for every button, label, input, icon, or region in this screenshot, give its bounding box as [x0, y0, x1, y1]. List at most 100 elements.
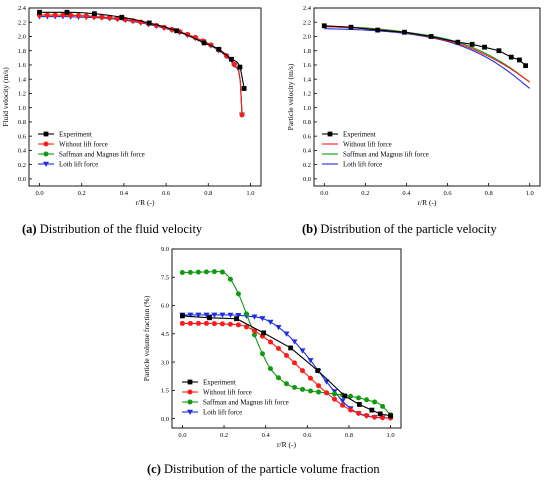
- data-point: [380, 415, 386, 421]
- data-point: [308, 388, 314, 394]
- data-point: [348, 407, 354, 413]
- data-point: [68, 12, 74, 18]
- data-point: [300, 368, 306, 374]
- x-tick-label: 0.8: [485, 190, 493, 197]
- data-point: [380, 403, 386, 409]
- caption-c-label: (c): [147, 462, 161, 476]
- data-point: [231, 62, 237, 68]
- y-tick-label: 0.2: [303, 162, 311, 169]
- x-tick-label: 0.6: [162, 190, 171, 197]
- x-tick-label: 1.0: [246, 190, 254, 197]
- data-point: [372, 399, 378, 405]
- data-point: [307, 358, 314, 364]
- data-point: [195, 312, 202, 318]
- legend-marker: [43, 141, 49, 147]
- data-point: [251, 314, 258, 320]
- data-point: [83, 13, 89, 19]
- data-point: [203, 269, 209, 275]
- y-axis-label: Particle velocity (m/s): [286, 63, 295, 130]
- data-point: [469, 41, 475, 47]
- data-point: [203, 312, 210, 318]
- x-tick-label: 0.0: [178, 432, 186, 439]
- data-point: [251, 332, 257, 338]
- data-point: [219, 312, 226, 318]
- x-axis-label: r/R (-): [136, 198, 155, 207]
- data-point: [291, 339, 298, 345]
- y-tick-label: 2.4: [303, 5, 312, 12]
- data-point: [219, 321, 225, 327]
- y-tick-label: 0.4: [303, 148, 312, 155]
- x-tick-label: 1.0: [387, 432, 395, 439]
- data-point: [308, 375, 314, 381]
- data-point: [292, 360, 298, 366]
- y-tick-label: 1.6: [18, 62, 27, 69]
- data-point: [187, 312, 194, 318]
- y-tick-label: 1.2: [18, 91, 26, 98]
- y-tick-label: 1.0: [18, 105, 26, 112]
- data-point: [243, 324, 249, 330]
- data-point: [496, 48, 502, 54]
- data-point: [332, 396, 338, 402]
- data-point: [283, 331, 290, 337]
- data-point: [227, 321, 233, 327]
- data-point: [324, 390, 330, 396]
- data-point: [219, 269, 225, 275]
- data-point: [402, 29, 407, 35]
- y-tick-label: 0.8: [18, 119, 26, 126]
- data-point: [146, 20, 152, 26]
- series-loth-lift-force: [36, 14, 246, 118]
- y-axis-label: Fluid velocity (m/s): [1, 67, 10, 127]
- caption-b-label: (b): [302, 222, 318, 236]
- data-point: [267, 319, 274, 325]
- data-point: [91, 11, 97, 17]
- y-tick-label: 1.4: [303, 76, 312, 83]
- y-tick-label: 0.6: [303, 133, 312, 140]
- data-point: [235, 322, 241, 328]
- data-point: [369, 407, 375, 413]
- data-point: [284, 352, 289, 358]
- series-line-saffman-and-magnus-lift-force: [324, 25, 531, 83]
- data-point: [348, 393, 354, 399]
- series-experiment: [37, 9, 247, 91]
- caption-b-text: Distribution of the particle velocity: [317, 222, 497, 236]
- y-tick-label: 0.0: [18, 176, 26, 183]
- legend-marker: [187, 389, 193, 395]
- data-point: [364, 413, 370, 419]
- data-point: [321, 23, 327, 29]
- data-point: [241, 86, 247, 91]
- data-point: [180, 313, 185, 319]
- data-point: [482, 44, 487, 50]
- data-point: [348, 24, 354, 30]
- data-point: [299, 348, 306, 354]
- data-point: [261, 330, 266, 336]
- data-point: [316, 389, 322, 395]
- legend-marker: [43, 161, 49, 167]
- x-tick-label: 0.8: [204, 190, 212, 197]
- data-point: [75, 13, 81, 19]
- data-point: [292, 384, 298, 390]
- x-tick-label: 0.2: [78, 190, 86, 197]
- legend-label: Without lift force: [203, 388, 252, 396]
- data-point: [227, 312, 234, 318]
- data-point: [227, 276, 233, 282]
- data-point: [356, 410, 362, 416]
- legend-label: Loth lift force: [59, 160, 98, 168]
- legend-label: Experiment: [203, 378, 236, 386]
- data-point: [388, 413, 393, 419]
- data-point: [259, 351, 265, 357]
- y-tick-label: 0.8: [303, 119, 311, 126]
- data-point: [364, 397, 370, 403]
- data-point: [179, 320, 185, 326]
- legend-marker: [43, 131, 49, 137]
- x-tick-label: 0.0: [35, 190, 43, 197]
- series-line-saffman-and-magnus-lift-force: [39, 14, 243, 115]
- chart-particle-velocity: 0.0 0.2 0.4 0.6 0.8 1.0 0.0 0.2 0.4 0.6 0.8 1.0 1.2 1…: [286, 5, 541, 207]
- legend-label: Loth lift force: [343, 160, 382, 168]
- data-point: [44, 12, 50, 18]
- data-point: [356, 402, 362, 407]
- data-point: [52, 12, 58, 18]
- y-tick-label: 0.4: [18, 148, 27, 155]
- data-point: [315, 368, 321, 373]
- legend-marker: [187, 409, 193, 415]
- data-point: [64, 9, 70, 15]
